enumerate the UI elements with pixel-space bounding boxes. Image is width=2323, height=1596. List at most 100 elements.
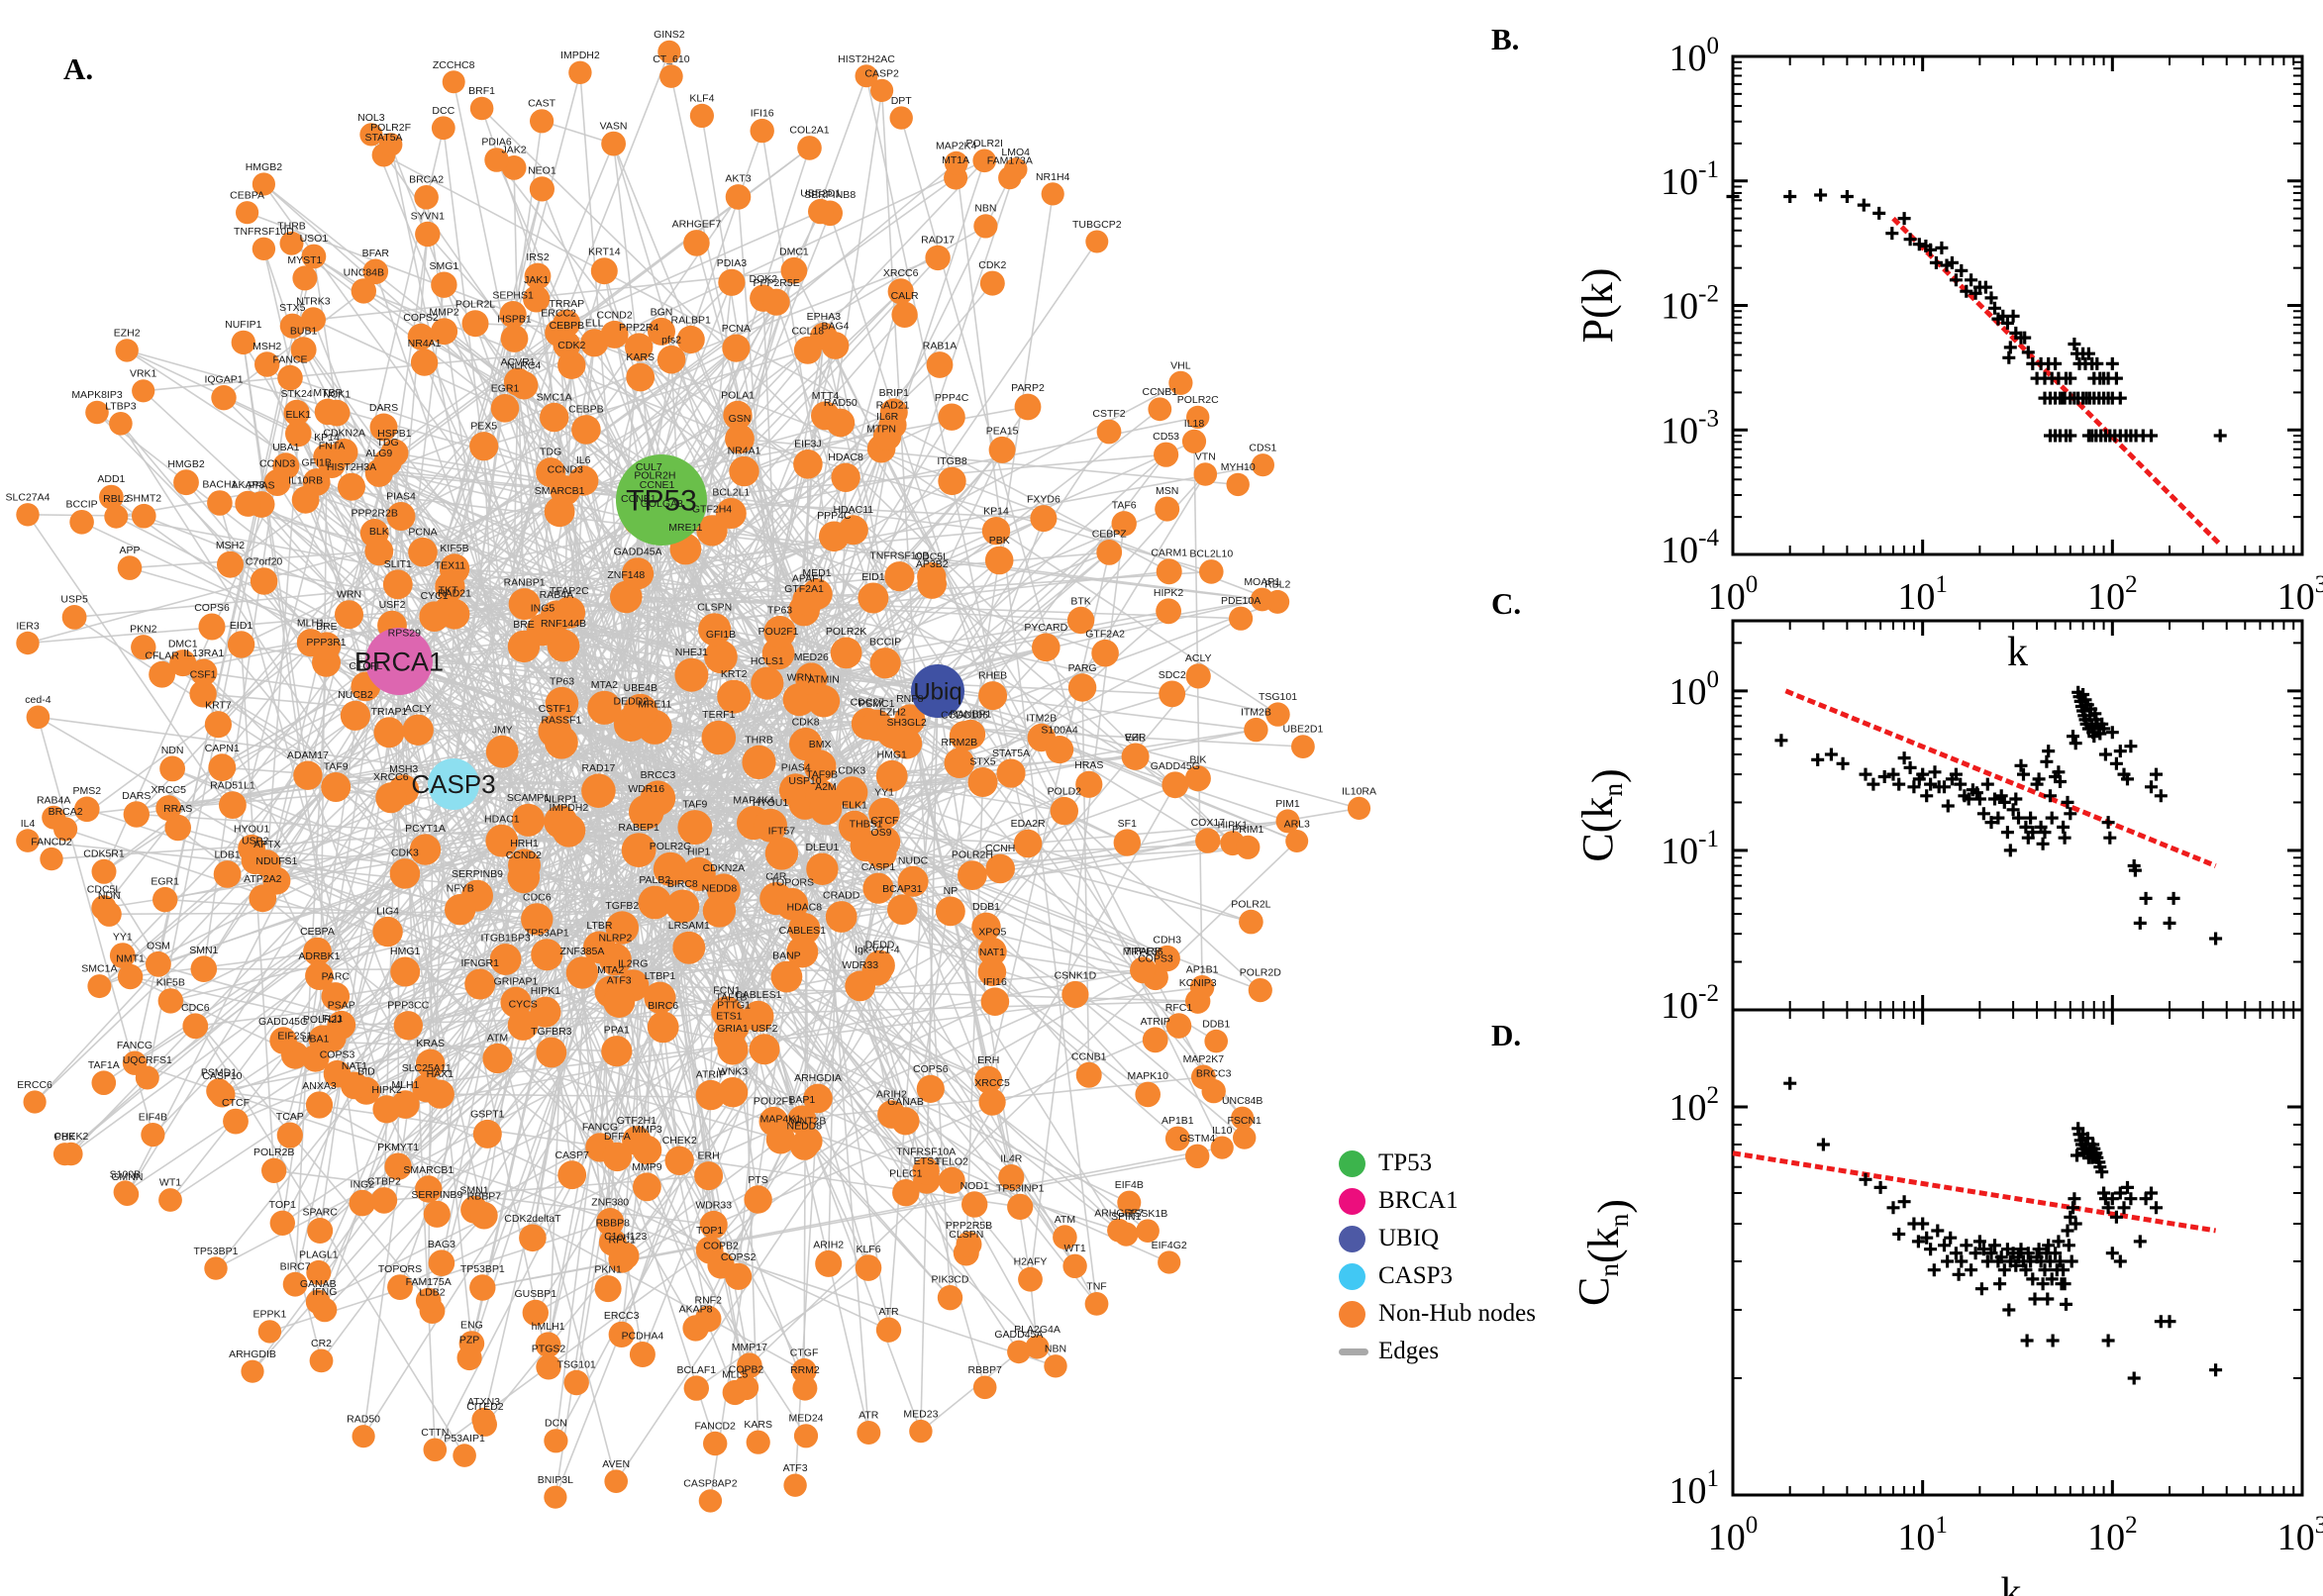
network-node-label: TGFBR3 (531, 1026, 572, 1038)
network-node-label: RAD21 (876, 400, 910, 412)
network-node-label: JAK2 (502, 145, 527, 156)
network-node-label: ACVR1 (501, 356, 536, 368)
network-node (972, 1375, 997, 1400)
network-node (1041, 182, 1064, 206)
network-node-label: PTTG1 (717, 1000, 751, 1012)
network-node (410, 349, 439, 376)
network-node-label: CCNB1 (1071, 1050, 1107, 1062)
network-node-label: BAG4 (821, 321, 849, 333)
network-node (657, 40, 681, 63)
network-node-label: IFNG (312, 1286, 337, 1298)
network-node (524, 262, 552, 290)
network-node-label: CDK2 (978, 259, 1006, 271)
network-node (891, 728, 923, 759)
network-node (149, 660, 176, 688)
network-node (889, 106, 913, 130)
network-node-label: EZR (1125, 732, 1146, 744)
network-node-label: MED1 (802, 567, 831, 579)
network-node-label: THBS1 (850, 819, 883, 831)
network-node-label: RAD21 (438, 587, 471, 599)
network-node (956, 1231, 982, 1257)
network-node-label: KP14 (314, 432, 340, 444)
network-node-label: AP1B1 (1162, 1115, 1194, 1127)
network-node-label: COPS6 (913, 1063, 949, 1075)
network-node-label: EZH2 (114, 328, 141, 340)
network-node (340, 700, 370, 731)
network-node (788, 913, 821, 946)
network-node-label: UBE4B (624, 682, 657, 694)
network-node (956, 719, 986, 749)
network-node-label: COPS6 (194, 602, 230, 614)
network-node-label: RAD51L1 (210, 780, 255, 792)
network-node-label: NR1H4 (1036, 171, 1070, 183)
network-node-label: NLRP1 (544, 794, 577, 806)
network-node-label: ZCCHC8 (433, 59, 475, 71)
network-node-label: CT_610 (653, 53, 690, 65)
network-node (1251, 453, 1274, 477)
network-node-label: XRCC6 (883, 267, 919, 279)
network-node-label: CHEK2 (662, 1135, 697, 1147)
network-node-label: WT1 (159, 1177, 181, 1189)
network-node-label: PDIA3 (717, 257, 748, 269)
network-node (698, 613, 732, 647)
network-node (269, 1210, 295, 1237)
network-node (1201, 1078, 1226, 1104)
network-node-label: AKAP8 (679, 1304, 713, 1316)
network-node (683, 1375, 709, 1401)
axis-title: P(k) (1573, 268, 1622, 344)
hub-label-ubiq: Ubiq (913, 678, 961, 705)
network-node-label: PIAS4 (781, 762, 811, 774)
network-node (283, 399, 310, 427)
legend-label: TP53 (1378, 1149, 1433, 1176)
network-node-label: CTCFL (349, 660, 382, 672)
network-node-label: CCND2 (597, 309, 633, 321)
network-node (442, 70, 465, 94)
network-node-label: CYCS (509, 998, 538, 1010)
network-node-label: YY1 (874, 786, 894, 798)
network-node (1096, 419, 1122, 445)
network-node (503, 367, 533, 396)
network-node-label: PKMYT1 (377, 1142, 419, 1153)
network-node (553, 309, 581, 338)
network-node (461, 310, 489, 338)
network-node (1165, 1013, 1192, 1039)
network-node-label: RAB4A (540, 589, 573, 601)
network-node-label: WNK3 (718, 1066, 748, 1078)
network-node-label: PCYT1A (405, 823, 446, 835)
network-node (801, 578, 833, 610)
network-node (431, 318, 458, 346)
network-node (318, 1024, 347, 1052)
network-node (301, 1044, 330, 1072)
network-node (531, 939, 563, 971)
network-node (190, 955, 218, 982)
network-node (227, 631, 255, 658)
network-node (204, 1256, 228, 1280)
network-node (135, 1065, 159, 1090)
network-node (1030, 505, 1058, 533)
network-node-label: CTCF (222, 1097, 250, 1109)
y-tick-labels: 100 10-1 10-2 (1661, 666, 1719, 1027)
network-node-label: VTN (1195, 451, 1216, 463)
network-node (981, 517, 1011, 546)
network-node (182, 1013, 209, 1040)
network-node (718, 268, 746, 296)
axis-ticks (1731, 54, 2304, 556)
network-node (862, 872, 894, 904)
network-node-label: BIRC6 (648, 1000, 678, 1012)
legend-label: Non-Hub nodes (1378, 1300, 1537, 1327)
fit-line (1891, 216, 2223, 547)
network-node-label: CASP8AP2 (683, 1478, 737, 1490)
network-node (16, 631, 40, 655)
network-node (629, 1342, 656, 1367)
network-node-label: IRS2 (526, 251, 550, 263)
network-node-label: IL4R (1000, 1153, 1023, 1165)
network-node (938, 466, 966, 496)
network-node (387, 1274, 413, 1300)
network-node (887, 894, 918, 925)
network-node (272, 452, 300, 480)
network-node (826, 408, 856, 438)
legend-color-dot (1339, 1225, 1365, 1252)
network-node-label: PRIM1 (1232, 824, 1263, 836)
network-node (523, 285, 551, 313)
network-node-label: LRSAM1 (668, 920, 710, 932)
